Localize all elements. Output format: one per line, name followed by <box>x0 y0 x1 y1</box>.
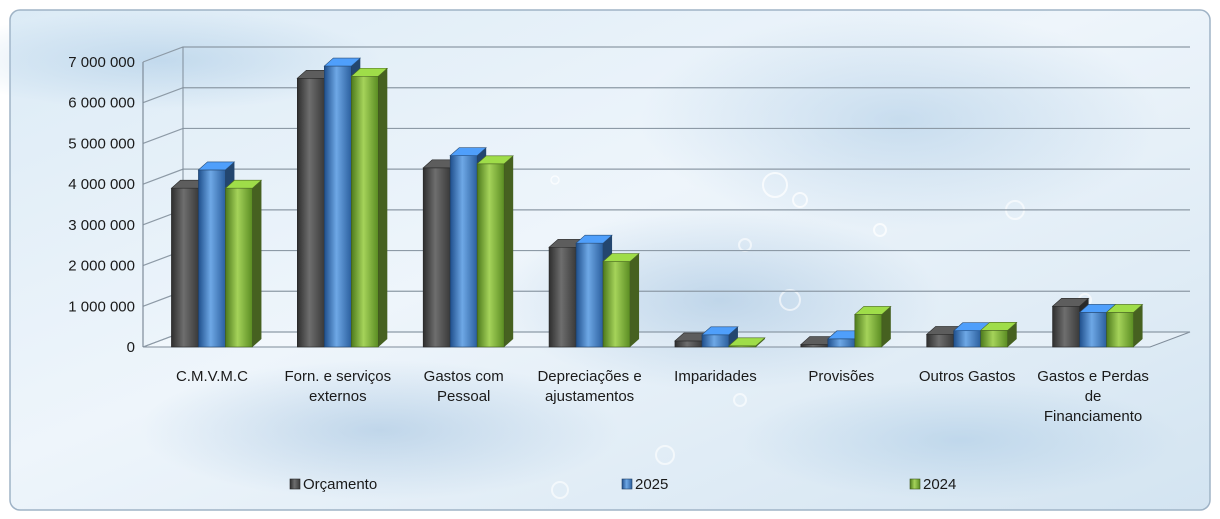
bar <box>224 179 263 348</box>
bar-top <box>476 155 514 165</box>
bar-front <box>548 246 577 348</box>
bar-front <box>800 344 829 348</box>
bar-side <box>630 253 640 347</box>
legend-swatch <box>621 478 633 490</box>
bar-front <box>198 169 226 348</box>
bar-top <box>323 57 362 67</box>
bar-front <box>926 334 954 348</box>
y-tick-label: 4 000 000 <box>68 176 135 193</box>
bar-top <box>602 253 640 262</box>
bar-front <box>575 242 604 348</box>
bar <box>602 253 640 348</box>
bar-top <box>1051 297 1090 307</box>
y-tick-label: 3 000 000 <box>68 217 135 234</box>
x-tick-label: Imparidades <box>674 368 757 385</box>
bar-top <box>1105 304 1144 313</box>
x-tick-label: Depreciações e ajustamentos <box>537 368 641 405</box>
bar-front <box>854 314 883 348</box>
bar <box>854 306 892 348</box>
bar-front <box>602 261 631 348</box>
bar-front <box>225 187 253 348</box>
bar <box>350 67 389 348</box>
bar-side <box>252 180 262 347</box>
y-tick-label: 5 000 000 <box>68 135 135 152</box>
legend-swatch <box>909 478 921 490</box>
bar-top <box>350 67 389 77</box>
legend-label: 2025 <box>635 476 668 493</box>
y-tick-label: 0 <box>127 339 135 356</box>
bar-side <box>504 155 514 347</box>
legend-item: 2024 <box>909 476 956 493</box>
bar-front <box>297 77 325 348</box>
bar-front <box>953 330 981 348</box>
bar-front <box>980 330 1008 348</box>
legend-item: 2025 <box>621 476 668 493</box>
bar <box>476 155 514 348</box>
y-tick-label: 6 000 000 <box>68 95 135 112</box>
bar-top <box>575 234 613 244</box>
x-tick-label: Gastos e Perdas de Financiamento <box>1037 368 1149 425</box>
bar-front <box>324 65 352 348</box>
bar-front <box>1079 312 1107 348</box>
bar <box>1078 304 1117 348</box>
y-tick-label: 2 000 000 <box>68 258 135 275</box>
legend-label: Orçamento <box>303 476 377 493</box>
bar-top <box>197 161 236 171</box>
bar-front <box>1052 305 1080 348</box>
bar-side <box>1133 304 1143 347</box>
bar-front <box>827 338 856 348</box>
x-tick-label: C.M.V.M.C <box>176 368 248 385</box>
bar <box>728 337 766 348</box>
bar-front <box>422 167 451 348</box>
bar-front <box>449 155 478 348</box>
bar <box>1105 304 1144 348</box>
bar <box>701 326 739 348</box>
x-tick-label: Outros Gastos <box>919 368 1016 385</box>
bar-front <box>674 340 703 348</box>
y-tick-label: 1 000 000 <box>68 298 135 315</box>
bar-front <box>1106 312 1134 348</box>
bar-side <box>378 68 388 347</box>
bar-side <box>728 326 738 347</box>
x-tick-label: Gastos com Pessoal <box>424 368 504 405</box>
bar-side <box>881 306 891 347</box>
bar-top <box>449 147 487 156</box>
bar-top <box>224 179 263 189</box>
bar-top <box>728 337 766 347</box>
bar-front <box>171 187 199 348</box>
bar <box>979 322 1018 348</box>
legend-item: Orçamento <box>289 476 377 493</box>
y-tick-label: 7 000 000 <box>68 54 135 71</box>
bar-front <box>701 334 730 348</box>
bar-top <box>854 306 892 315</box>
x-tick-label: Provisões <box>808 368 874 385</box>
bar-top <box>979 322 1018 331</box>
legend-label: 2024 <box>923 476 956 493</box>
bar-front <box>351 75 379 348</box>
bar-top <box>701 326 739 336</box>
bar-front <box>476 163 505 348</box>
legend-swatch <box>289 478 301 490</box>
x-tick-label: Forn. e serviços externos <box>284 368 391 405</box>
